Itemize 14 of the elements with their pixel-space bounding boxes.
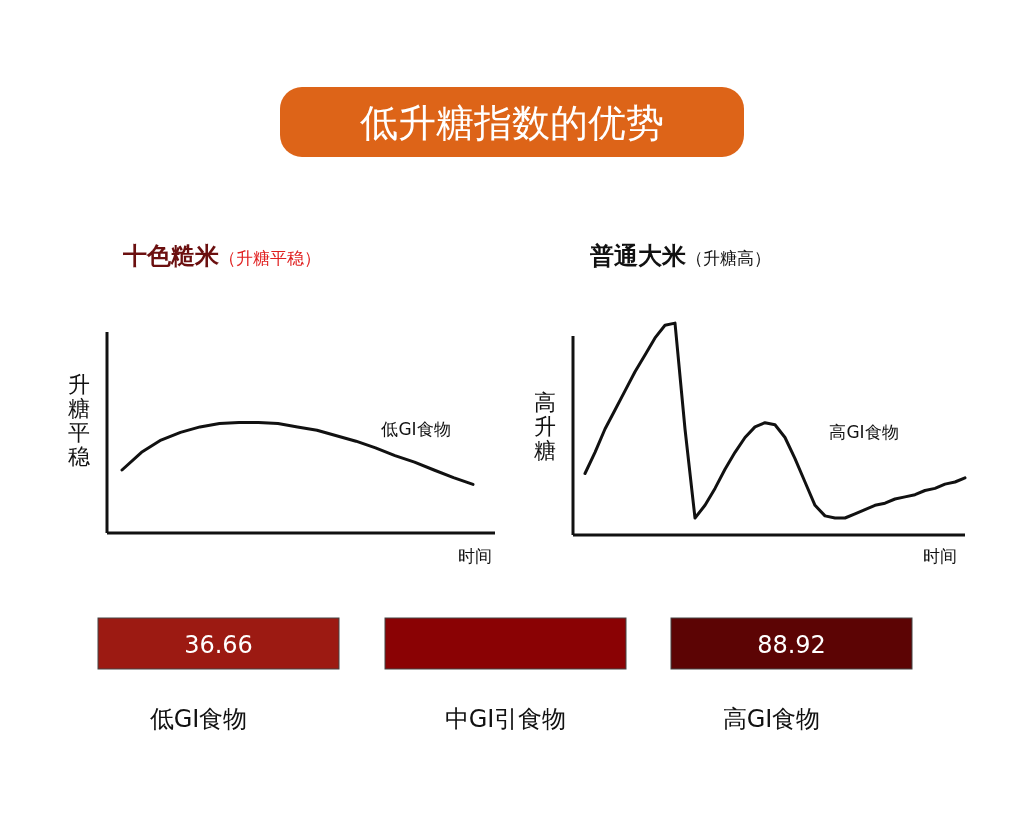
chart-subtitle: （升糖平稳） [219, 248, 321, 268]
y-axis-title: 高升糖 [534, 390, 556, 463]
y-axis-title: 升糖平稳 [68, 372, 90, 469]
x-axis-title: 时间 [458, 546, 492, 566]
category-label: 高GI食物 [722, 705, 821, 733]
annotation: 高GI食物 [829, 422, 899, 442]
category-label: 中GI引食物 [444, 705, 567, 733]
text: 低升糖指数的优势 [360, 101, 664, 145]
data-label: 88.92 [757, 630, 826, 659]
chart-subtitle: （升糖高） [686, 248, 771, 268]
data-label: 36.66 [184, 630, 253, 659]
x-axis-title: 时间 [923, 546, 957, 566]
category-label: 低GI食物 [149, 705, 248, 733]
annotation: 低GI食物 [381, 419, 451, 439]
